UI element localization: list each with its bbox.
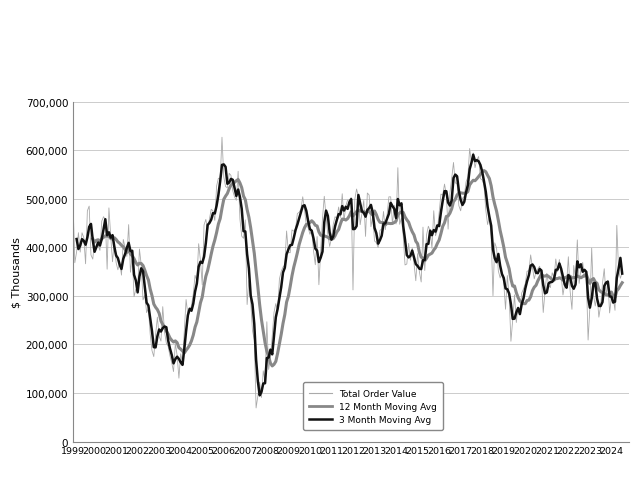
Text: POWERED BY ▲AMT: POWERED BY ▲AMT xyxy=(10,51,85,60)
Text: Through July 2024: Through July 2024 xyxy=(321,65,486,80)
Text: U.S. MANUFACTURING TECHNOLOGY ORDERS: U.S. MANUFACTURING TECHNOLOGY ORDERS xyxy=(10,78,152,82)
Legend: Total Order Value, 12 Month Moving Avg, 3 Month Moving Avg: Total Order Value, 12 Month Moving Avg, … xyxy=(303,383,443,430)
Text: USMTO: USMTO xyxy=(10,20,100,40)
Y-axis label: $ Thousands: $ Thousands xyxy=(11,237,22,307)
Text: Total U.S. Manufacturing Technology Orders: Total U.S. Manufacturing Technology Orde… xyxy=(204,27,603,42)
